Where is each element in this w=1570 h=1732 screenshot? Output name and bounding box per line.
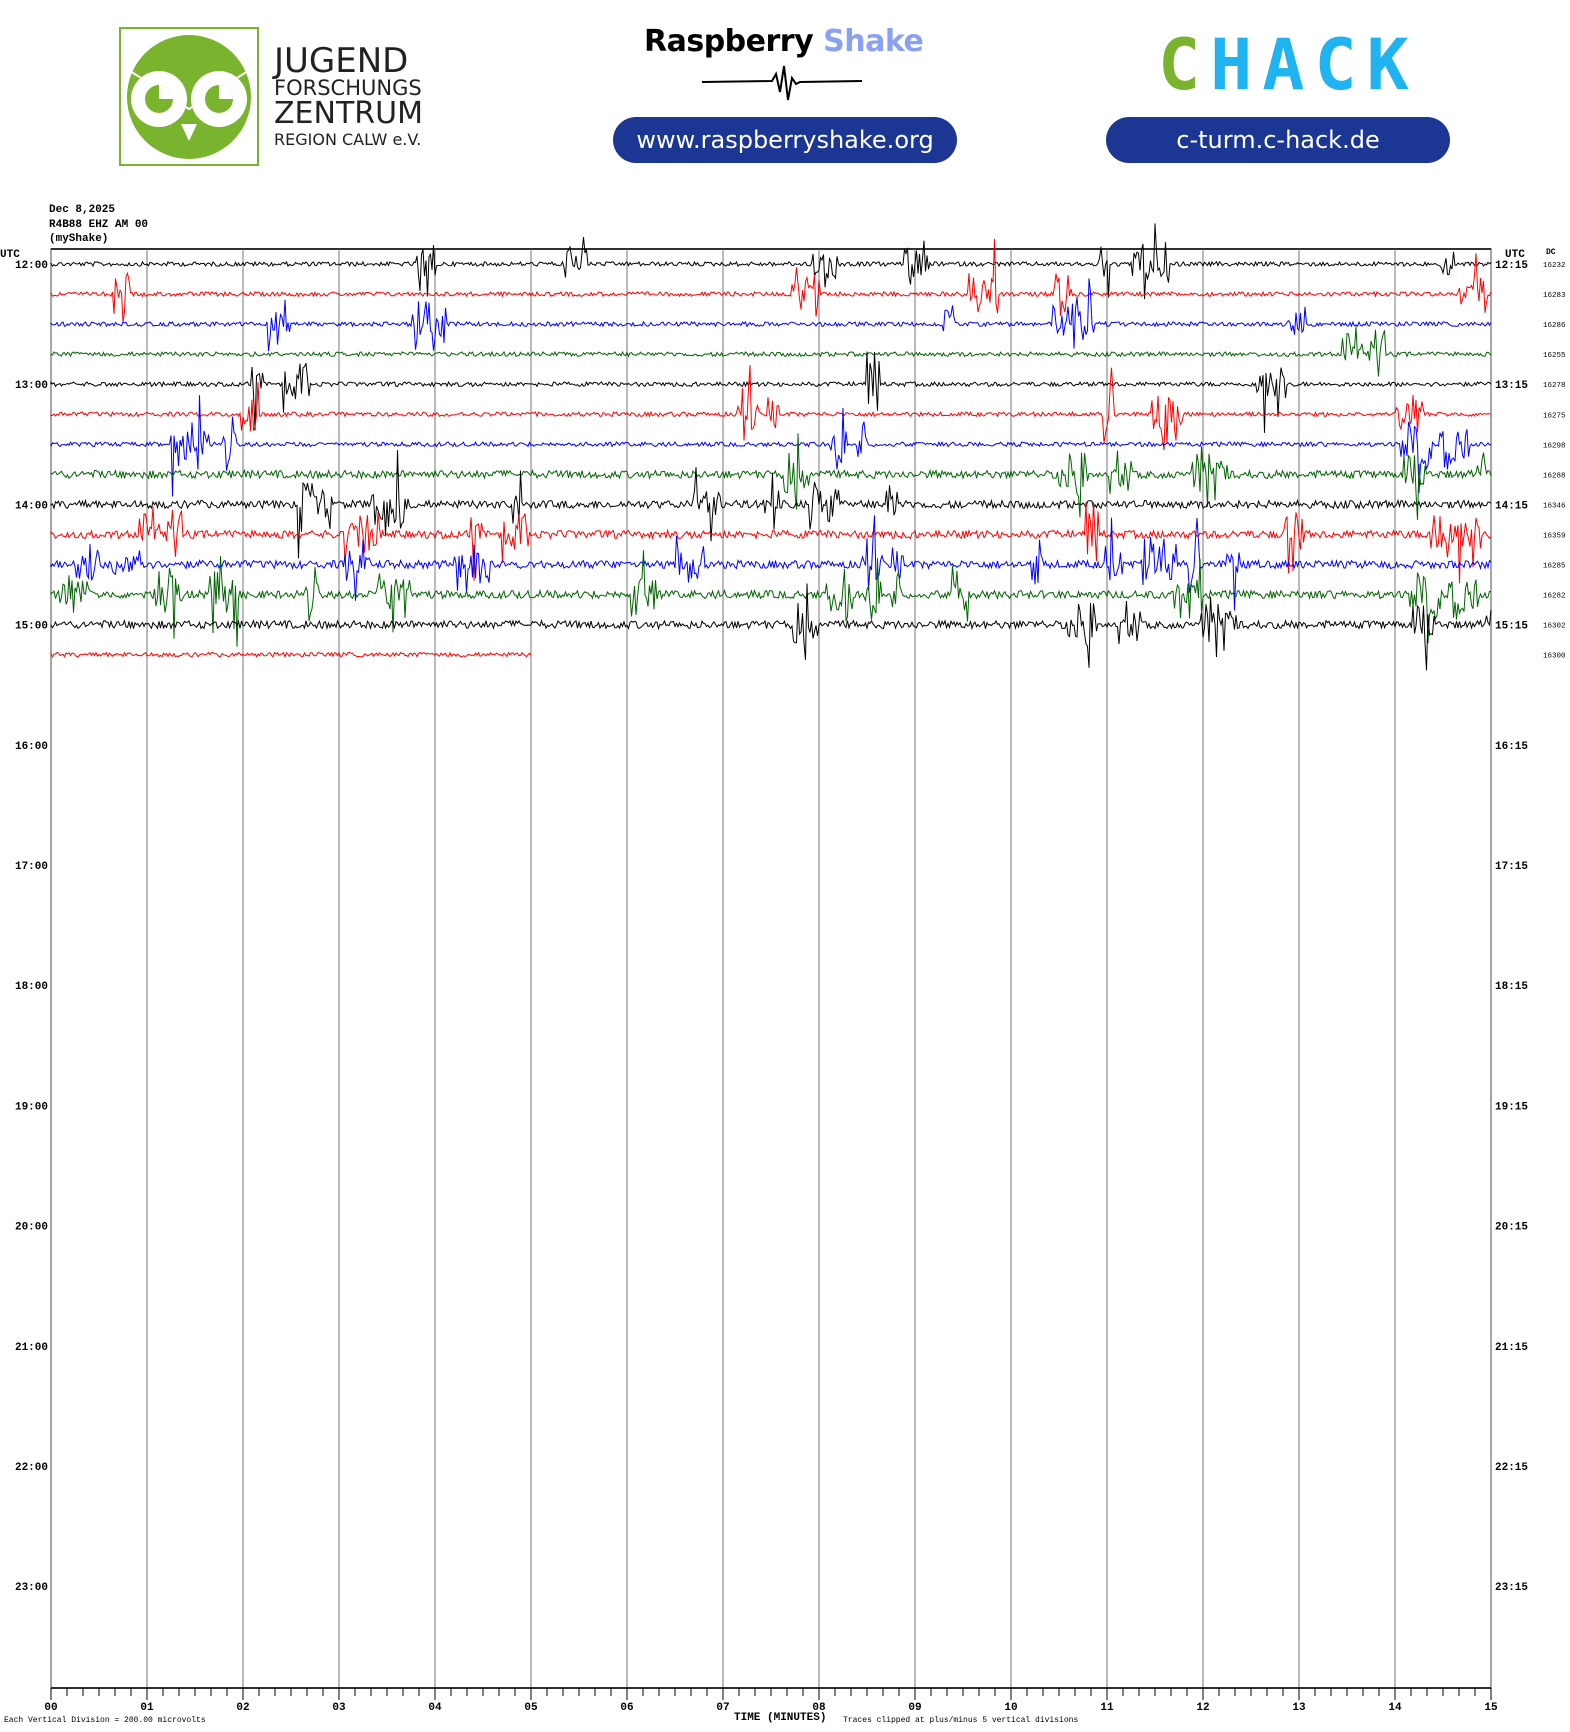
right-hour-label: 23:15	[1495, 1582, 1528, 1594]
right-hour-label: 19:15	[1495, 1101, 1528, 1113]
network-label: (myShake)	[49, 233, 109, 245]
dc-value-label: 16286	[1543, 322, 1566, 330]
chack-logo-c: C	[1158, 24, 1211, 106]
trace-row	[50, 651, 532, 659]
x-tick-label: 08	[812, 1702, 826, 1714]
dc-value-label: 16298	[1543, 442, 1566, 450]
right-hour-label: 12:15	[1495, 260, 1528, 272]
left-hour-label: 23:00	[15, 1582, 48, 1594]
left-hour-label: 18:00	[15, 981, 48, 993]
trace-row	[50, 238, 1492, 323]
trace-row	[50, 515, 1492, 611]
raspberry-shake-logo: Raspberry Shake	[644, 24, 924, 59]
x-tick-label: 02	[236, 1702, 249, 1714]
x-tick-label: 04	[428, 1702, 442, 1714]
left-hour-label: 21:00	[15, 1342, 48, 1354]
raspberryshake-url-link[interactable]: www.raspberryshake.org	[613, 117, 957, 163]
dc-value-label: 16283	[1543, 292, 1566, 300]
jfz-line-1: JUGEND	[274, 41, 409, 81]
jfz-line-2: FORSCHUNGS	[274, 76, 422, 100]
dc-value-label: 16275	[1543, 412, 1566, 420]
x-tick-label: 00	[44, 1702, 57, 1714]
trace-row	[50, 365, 1492, 451]
left-hour-label: 22:00	[15, 1462, 48, 1474]
left-hour-label: 15:00	[15, 621, 48, 633]
left-hour-label: 19:00	[15, 1101, 48, 1113]
jfz-line-3: ZENTRUM	[274, 96, 423, 131]
jfz-line-4: REGION CALW e.V.	[274, 130, 422, 149]
x-tick-label: 13	[1292, 1702, 1306, 1714]
left-hour-label: 14:00	[15, 500, 48, 512]
dc-value-label: 16285	[1543, 563, 1566, 571]
dc-value-label: 16255	[1543, 352, 1566, 360]
dc-value-label: 16278	[1543, 382, 1566, 390]
right-hour-label: 14:15	[1495, 500, 1528, 512]
trace-row	[50, 583, 1492, 671]
right-hour-label: 17:15	[1495, 861, 1528, 873]
x-tick-label: 14	[1388, 1702, 1402, 1714]
station-label: R4B88 EHZ AM 00	[49, 218, 149, 231]
left-hour-label: 13:00	[15, 380, 48, 392]
left-hour-label: 12:00	[15, 260, 48, 272]
x-tick-label: 15	[1484, 1702, 1498, 1714]
right-hour-label: 18:15	[1495, 981, 1528, 993]
clip-note: Traces clipped at plus/minus 5 vertical …	[843, 1716, 1079, 1725]
left-hour-label: 20:00	[15, 1222, 48, 1234]
seismogram-wave-icon	[702, 65, 862, 101]
station-info: Dec 8,2025 R4B88 EHZ AM 00 (myShake)	[49, 203, 148, 247]
dc-title: DC	[1546, 248, 1556, 257]
x-tick-label: 12	[1196, 1702, 1209, 1714]
chack-logo-rest: HACK	[1210, 24, 1419, 106]
rs-title-part1: Raspberry	[644, 24, 814, 59]
chack-url-link[interactable]: c-turm.c-hack.de	[1106, 117, 1450, 163]
right-hour-label: 16:15	[1495, 741, 1528, 753]
x-tick-label: 06	[620, 1702, 633, 1714]
dc-value-label: 16346	[1543, 502, 1566, 510]
right-hour-label: 22:15	[1495, 1462, 1528, 1474]
rs-title-part2: Shake	[823, 24, 924, 59]
x-tick-label: 10	[1004, 1702, 1017, 1714]
right-hour-label: 20:15	[1495, 1222, 1528, 1234]
x-tick-label: 03	[332, 1702, 346, 1714]
left-utc-title: UTC	[0, 249, 20, 261]
dc-value-label: 16282	[1543, 593, 1566, 601]
chack-logo: CHACK	[1158, 30, 1419, 100]
dc-value-label: 16300	[1543, 653, 1566, 661]
date-label: Dec 8,2025	[49, 204, 116, 216]
dc-value-label: 16359	[1543, 532, 1566, 540]
plot-frame	[50, 248, 1492, 1689]
dc-value-label: 16302	[1543, 623, 1566, 631]
dc-value-label: 16288	[1543, 472, 1566, 480]
trace-row	[50, 223, 1492, 300]
x-tick-label: 11	[1100, 1702, 1114, 1714]
jfz-owl-logo	[119, 27, 259, 166]
jfz-logo-text: JUGEND FORSCHUNGS ZENTRUM REGION CALW e.…	[274, 44, 423, 148]
trace-row	[50, 326, 1492, 377]
trace-row	[50, 278, 1492, 352]
left-hour-label: 16:00	[15, 741, 48, 753]
right-hour-label: 15:15	[1495, 621, 1528, 633]
trace-row	[50, 550, 1492, 647]
left-hour-label: 17:00	[15, 861, 48, 873]
trace-row	[50, 395, 1492, 497]
scale-note: Each Vertical Division = 200.00 microvol…	[4, 1716, 206, 1725]
trace-row	[50, 501, 1492, 584]
trace-row	[50, 450, 1492, 559]
right-hour-label: 13:15	[1495, 380, 1528, 392]
x-tick-label: 01	[140, 1702, 154, 1714]
x-axis-title: TIME (MINUTES)	[734, 1712, 827, 1724]
dc-value-label: 16232	[1543, 262, 1566, 270]
right-utc-title: UTC	[1505, 249, 1525, 261]
trace-row	[50, 351, 1492, 433]
right-hour-label: 21:15	[1495, 1342, 1528, 1354]
x-tick-label: 05	[524, 1702, 538, 1714]
x-tick-label: 07	[716, 1702, 729, 1714]
x-tick-label: 09	[908, 1702, 921, 1714]
trace-row	[50, 433, 1492, 521]
